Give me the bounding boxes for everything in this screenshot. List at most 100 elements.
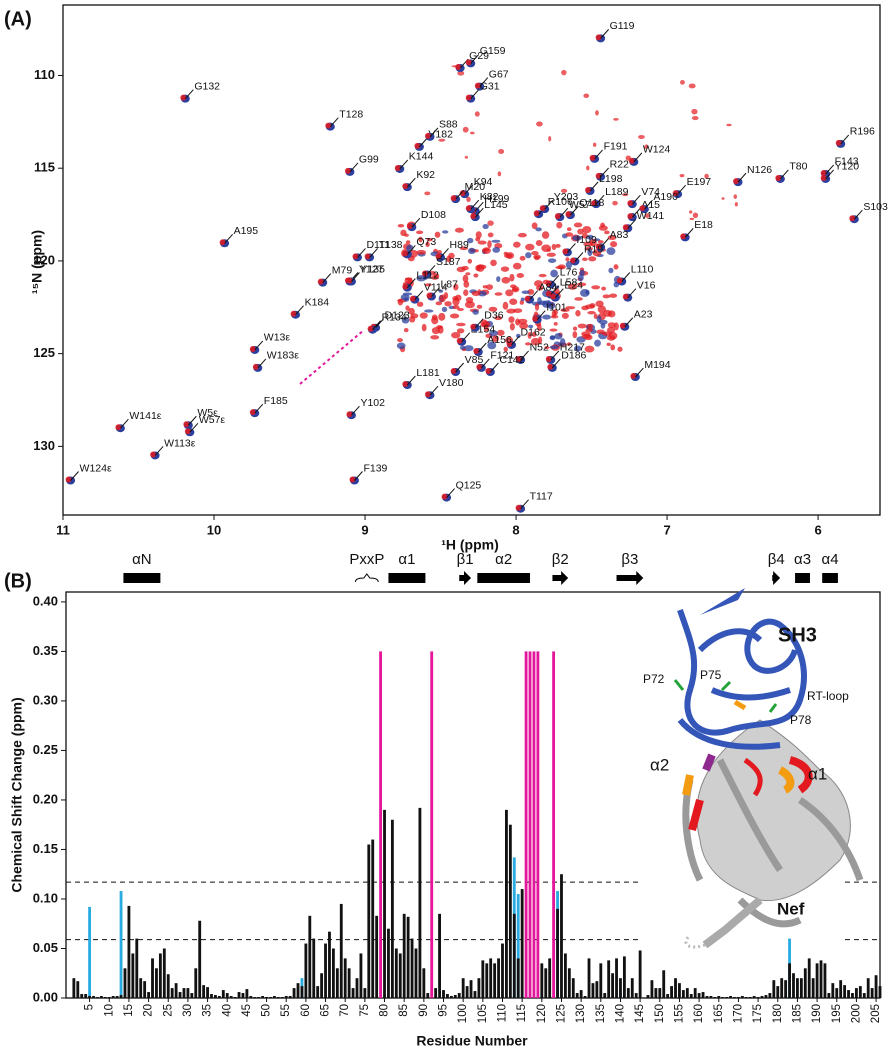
background-peak [613,118,619,121]
x-tick-label: 150 [654,1004,666,1023]
bar [579,990,583,998]
strand [616,571,644,585]
bar [225,993,229,998]
bar [709,996,713,998]
background-peak [573,345,582,352]
background-peak [574,297,583,301]
background-peak [424,191,431,196]
x-tick-label: 60 [300,1004,312,1017]
leader-line [187,415,197,426]
background-peak [546,252,556,257]
background-peak [454,227,464,233]
bar [556,908,559,998]
peak-overlay [849,215,856,222]
background-peak [481,321,491,328]
y-axis-label: Chemical Shift Change (ppm) [9,697,25,892]
leader-line [677,184,687,195]
peak-label: K94 [474,176,493,188]
background-peak [546,248,551,252]
peak-label: T117 [530,490,553,502]
background-peak [488,306,498,312]
leader-line [474,207,484,218]
bar [595,981,599,998]
background-peak [456,328,465,334]
x-tick-label: 15 [123,1004,135,1017]
peak-label: R22 [610,159,629,171]
background-peak [644,144,649,150]
background-peak [475,237,481,242]
panel-label: (B) [4,570,32,592]
x-tick-label: 110 [497,1004,509,1022]
x-tick-label: 190 [811,1004,823,1023]
background-peak [435,301,443,306]
peak-overlay [595,34,602,41]
peak-overlay [554,213,561,220]
x-tick-label: 100 [457,1004,469,1023]
peak-label: A84 [539,281,558,293]
peak-label: G132 [194,80,220,92]
background-peak [503,346,508,352]
peak-overlay [180,94,187,101]
bar [748,997,752,998]
bar [516,958,520,998]
structure-label: α1 [398,551,415,568]
bar [304,943,308,998]
peak-label: Y135 [360,263,385,275]
leader-line [551,358,561,369]
bar [847,990,850,998]
helix [795,573,811,583]
x-tick-label: 135 [595,1004,607,1023]
leader-line [840,134,850,145]
peak-label: V74 [641,186,660,198]
x-tick-label: 6 [814,522,821,537]
x-tick-label: 90 [418,1004,430,1017]
x-tick-label: 145 [634,1004,646,1023]
bar [96,997,99,998]
background-peak [555,265,565,270]
leader-line [329,117,339,127]
background-peak [525,243,535,251]
bar [591,983,595,998]
y-tick-label: 0.25 [33,742,58,757]
peak-overlay [402,283,409,290]
structure-label: β3 [621,551,638,568]
bar [139,978,143,998]
peak-label: W124 [643,144,671,156]
x-tick-label: 35 [202,1004,214,1017]
background-peak [405,305,410,311]
structure-label: α2 [495,551,512,568]
bar [784,980,788,998]
peak-overlay [346,277,353,284]
bar [442,990,445,998]
leader-line [455,189,465,200]
bar [202,985,206,998]
bar [99,996,103,998]
peak-label: F139 [363,462,387,474]
alpha1-red [788,756,813,794]
bar [851,993,854,998]
peak-label: R19 [584,243,603,255]
background-peak [692,212,699,219]
bar [312,938,316,998]
inset-label: Nef [777,899,805,918]
structure-inset [673,588,864,949]
background-peak [688,83,696,89]
background-peak [517,318,528,325]
background-peak [454,294,462,301]
bar [300,986,304,998]
bar [88,996,92,998]
background-peak [448,252,455,260]
bar [854,988,858,998]
background-peak [549,328,558,332]
background-peak [617,346,623,352]
peak-label: G31 [480,80,500,92]
bar [729,996,732,998]
background-peak [482,285,488,289]
background-peak [609,293,618,298]
peak-overlay [344,167,351,174]
bar [532,651,536,998]
bar [103,997,107,998]
peak-label: Q118 [579,197,604,209]
leader-line [414,290,424,301]
bar [548,958,552,998]
